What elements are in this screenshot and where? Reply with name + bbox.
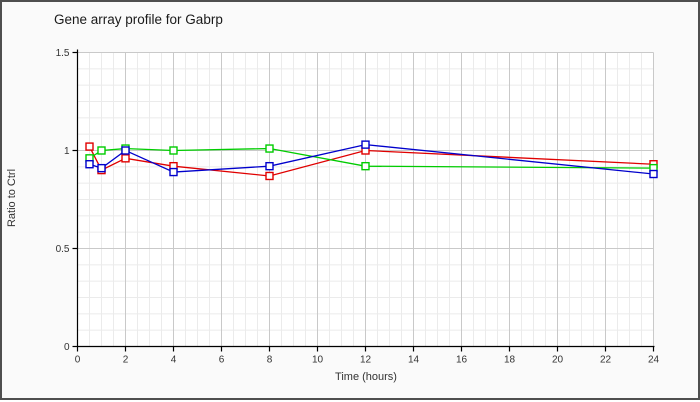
- x-tick-label: 8: [267, 355, 273, 366]
- chart-title: Gene array profile for Gabrp: [54, 12, 223, 27]
- red-series-marker: [265, 171, 274, 181]
- tick-labels: 00.511.50 2 4 6 8 10 12 14 16 18 20 22 24: [56, 48, 660, 366]
- x-tick-label: 12: [360, 355, 372, 366]
- grid-major: [77, 52, 654, 347]
- green-series-marker: [169, 146, 178, 155]
- x-tick-label: 10: [312, 355, 324, 366]
- x-tick-label: 0: [75, 355, 81, 366]
- blue-series-marker: [361, 140, 370, 149]
- red-series-marker: [121, 154, 130, 163]
- blue-series-marker: [265, 161, 274, 171]
- blue-series-marker: [649, 169, 658, 179]
- axes: [72, 49, 655, 352]
- x-tick-label: 14: [408, 355, 420, 366]
- x-tick-label: 20: [552, 355, 564, 366]
- blue-series-marker: [97, 163, 106, 173]
- red-series-marker: [85, 142, 94, 151]
- y-tick-label: 1.5: [56, 48, 70, 59]
- y-tick-label: 0.5: [56, 244, 70, 255]
- x-tick-label: 24: [648, 355, 660, 366]
- green-series-marker: [265, 144, 274, 153]
- x-tick-label: 2: [123, 355, 129, 366]
- blue-series: [85, 140, 658, 179]
- x-tick-label: 18: [504, 355, 516, 366]
- y-tick-label: 0: [64, 342, 70, 353]
- x-tick-label: 22: [600, 355, 612, 366]
- green-series-marker: [97, 146, 106, 155]
- x-axis-title: Time (hours): [335, 371, 397, 383]
- x-tick-label: 6: [219, 355, 225, 366]
- x-tick-label: 4: [171, 355, 177, 366]
- blue-series-marker: [169, 167, 178, 177]
- blue-series-marker: [85, 160, 94, 169]
- green-series-marker: [361, 161, 370, 171]
- y-tick-label: 1: [64, 146, 70, 157]
- blue-series-marker: [121, 146, 130, 155]
- x-tick-label: 16: [456, 355, 468, 366]
